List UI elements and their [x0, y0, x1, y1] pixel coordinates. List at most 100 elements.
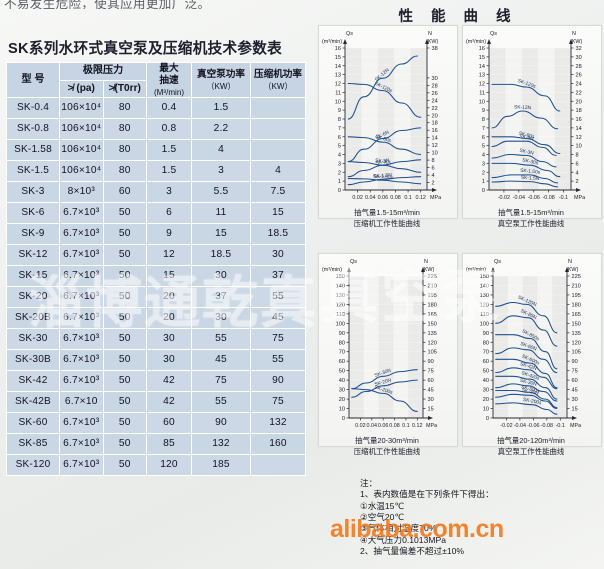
- svg-text:0.06: 0.06: [378, 423, 389, 429]
- svg-text:11: 11: [479, 90, 485, 96]
- svg-text:0.1: 0.1: [402, 423, 410, 429]
- svg-text:140: 140: [480, 283, 489, 289]
- cell-vacuum-power: 2.2: [191, 118, 251, 141]
- cell-model: SK-15: [6, 265, 60, 288]
- table-head: 型 号 极限压力 最大 抽速 (M³/min) 真空泵功率 （KW） 压缩机功率…: [6, 61, 306, 99]
- table-row: SK-0.8 106×10⁴ 80 0.8 2.2: [6, 118, 306, 141]
- svg-text:-0.1: -0.1: [559, 195, 568, 201]
- cell-max-speed: 30: [146, 349, 192, 372]
- svg-text:105: 105: [572, 350, 581, 356]
- svg-text:75: 75: [428, 369, 434, 375]
- svg-text:N: N: [568, 259, 572, 265]
- cell-limit-pressure-pa: 106×10⁴: [59, 118, 104, 141]
- cell-model: SK-0.8: [6, 118, 60, 141]
- svg-text:120: 120: [428, 340, 437, 346]
- svg-text:1: 1: [482, 179, 485, 185]
- svg-text:30: 30: [483, 388, 489, 394]
- cell-vacuum-power: 55: [191, 391, 251, 414]
- curve-label: SK-20N: [374, 377, 393, 387]
- cell-compressor-power: 4: [250, 160, 306, 183]
- svg-text:80: 80: [339, 340, 345, 346]
- notes-block: 注： 1、表内数值是在下列条件下得出： ①水温15℃ ②空气20℃ ③气体相对温…: [360, 478, 604, 557]
- svg-text:22: 22: [576, 90, 582, 96]
- cell-compressor-power: [250, 454, 306, 477]
- curve-label: SK-1.5N: [521, 175, 540, 182]
- cell-max-speed: 20: [146, 286, 192, 309]
- cell-limit-pressure-pa: 8×10³: [59, 181, 104, 204]
- notes-item2: ②空气20℃: [360, 512, 405, 523]
- cell-max-speed: 85: [146, 433, 192, 456]
- curve-label: SK-6N: [375, 129, 391, 141]
- notes-head: 注：: [360, 478, 378, 488]
- cell-compressor-power: 75: [250, 328, 306, 351]
- th-limit-pressure: 极限压力: [59, 62, 147, 81]
- spec-table: 型 号 极限压力 最大 抽速 (M³/min) 真空泵功率 （KW） 压缩机功率…: [6, 61, 306, 477]
- svg-text:24: 24: [432, 98, 438, 104]
- svg-text:(KW): (KW): [426, 39, 438, 45]
- cell-limit-pressure-torr: 50: [102, 286, 147, 309]
- svg-text:1: 1: [338, 179, 341, 185]
- table-row: SK-12 6.7×10³ 50 12 18.5 30: [6, 244, 306, 267]
- cell-max-speed: 1.5: [146, 160, 192, 183]
- caption-vacuum-small: 抽气量1.5-15m³/min 真空泵工作性能曲线: [462, 208, 600, 229]
- svg-text:MPa: MPa: [426, 423, 437, 429]
- cell-model: SK-3: [6, 181, 60, 204]
- svg-text:75: 75: [572, 369, 578, 375]
- page-title: SK系列水环式真空泵及压缩机技术参数表: [8, 41, 283, 57]
- svg-text:6: 6: [432, 166, 435, 172]
- cell-model: SK-85: [6, 433, 60, 456]
- cell-compressor-power: 55: [250, 286, 306, 309]
- curve-sk-1-50s: [347, 177, 422, 185]
- svg-text:-0.06: -0.06: [527, 423, 539, 429]
- cell-limit-pressure-pa: 106×10⁴: [59, 139, 104, 162]
- cell-limit-pressure-torr: 80: [102, 97, 147, 120]
- svg-text:11: 11: [335, 90, 341, 96]
- svg-text:70: 70: [483, 350, 489, 356]
- cell-limit-pressure-torr: 80: [102, 160, 147, 183]
- svg-text:26: 26: [576, 73, 582, 79]
- chart-compressor-small: 0 1 2 3 4 5 6 7 8 9 10 11 12 13 14 15 16 2 4 6 8 10 12 14 16 18 20…: [318, 25, 458, 219]
- cell-limit-pressure-pa: 6.7×10³: [59, 454, 104, 477]
- cell-compressor-power: 90: [250, 370, 306, 393]
- table-row: SK-6 6.7×10³ 50 6 11 15: [6, 202, 306, 225]
- cell-vacuum-power: 185: [191, 454, 251, 477]
- cell-compressor-power: 132: [250, 412, 306, 435]
- cell-limit-pressure-torr: 80: [102, 118, 147, 141]
- cell-vacuum-power: 11: [191, 202, 251, 225]
- svg-text:22: 22: [432, 106, 438, 112]
- cell-limit-pressure-torr: 50: [102, 202, 147, 225]
- cell-limit-pressure-torr: 50: [102, 454, 147, 477]
- caption-line2: 真空泵工作性能曲线: [497, 446, 565, 456]
- cell-limit-pressure-torr: 80: [102, 139, 147, 162]
- curve-sk-9n: [491, 140, 557, 156]
- cell-max-speed: 3: [146, 181, 192, 204]
- curve-sk-30n: [351, 369, 418, 390]
- svg-text:15: 15: [572, 407, 578, 413]
- cell-compressor-power: 45: [250, 307, 306, 330]
- curve-label: SK-12N: [514, 104, 532, 111]
- table-row: SK-30 6.7×10³ 50 30 55 75: [6, 328, 306, 351]
- svg-text:90: 90: [428, 359, 434, 365]
- svg-text:12: 12: [576, 135, 582, 141]
- svg-text:15: 15: [335, 55, 341, 61]
- cell-compressor-power: [250, 139, 306, 162]
- curve-label: SK-200s: [522, 397, 542, 407]
- cell-limit-pressure-torr: 50: [102, 370, 147, 393]
- svg-text:2: 2: [338, 170, 341, 176]
- cell-model: SK-120: [6, 454, 60, 477]
- svg-text:20: 20: [432, 113, 438, 119]
- svg-text:60: 60: [483, 359, 489, 365]
- chart-vacuum-small: 0 1 2 3 4 5 6 7 8 9 10 11 12 13 14 15 16 2 4 6 8 10 12 14 16 18 20…: [462, 25, 602, 219]
- svg-text:15: 15: [428, 407, 434, 413]
- svg-text:165: 165: [572, 312, 581, 318]
- cell-limit-pressure-pa: 106×10⁴: [59, 160, 104, 183]
- svg-text:80: 80: [483, 340, 489, 346]
- cell-vacuum-power: 1.5: [191, 97, 251, 120]
- cell-max-speed: 20: [146, 307, 192, 330]
- cell-limit-pressure-pa: 6.7×10³: [59, 349, 104, 372]
- svg-text:5: 5: [338, 144, 341, 150]
- svg-text:165: 165: [428, 312, 437, 318]
- curve-sk-120n: [495, 301, 558, 334]
- table-row: SK-20 6.7×10³ 50 20 37 55: [6, 286, 306, 309]
- charts-title: 性 能 曲 线: [398, 9, 518, 25]
